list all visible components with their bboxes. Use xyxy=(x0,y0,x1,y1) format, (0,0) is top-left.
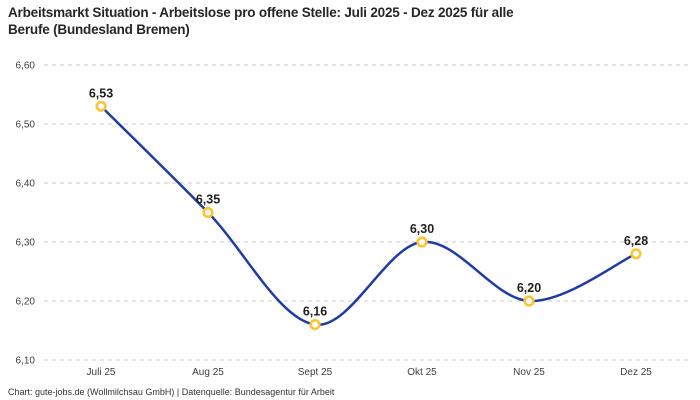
y-tick-label: 6,30 xyxy=(16,238,36,249)
data-line xyxy=(99,105,638,326)
chart-credit: Chart: gute-jobs.de (Wollmilchsau GmbH) … xyxy=(8,387,335,397)
data-point-marker[interactable] xyxy=(95,100,107,112)
x-tick-label: Aug 25 xyxy=(192,367,224,378)
data-point-label: 6,30 xyxy=(410,222,434,236)
data-point-marker[interactable] xyxy=(523,295,535,307)
x-tick-label: Juli 25 xyxy=(87,367,116,378)
data-point-marker[interactable] xyxy=(202,206,214,219)
x-tick-label: Nov 25 xyxy=(513,367,545,378)
y-tick-label: 6,20 xyxy=(16,297,36,308)
data-point-label: 6,35 xyxy=(196,193,220,207)
data-point-marker[interactable] xyxy=(309,319,321,331)
data-point-marker[interactable] xyxy=(416,236,428,248)
x-tick-label: Dez 25 xyxy=(620,367,652,378)
data-point-label: 6,20 xyxy=(517,281,541,295)
chart-title: Arbeitsmarkt Situation - Arbeitslose pro… xyxy=(8,5,514,37)
y-tick-label: 6,60 xyxy=(16,61,36,72)
x-tick-label: Okt 25 xyxy=(407,367,437,378)
y-tick-label: 6,40 xyxy=(16,179,36,190)
data-point-label: 6,53 xyxy=(89,86,113,100)
data-point-label: 6,28 xyxy=(624,234,648,248)
data-point-marker[interactable] xyxy=(630,248,642,260)
y-tick-label: 6,50 xyxy=(16,120,36,131)
x-tick-label: Sept 25 xyxy=(298,367,333,378)
data-point-label: 6,16 xyxy=(303,305,327,319)
y-tick-label: 6,10 xyxy=(16,356,36,367)
